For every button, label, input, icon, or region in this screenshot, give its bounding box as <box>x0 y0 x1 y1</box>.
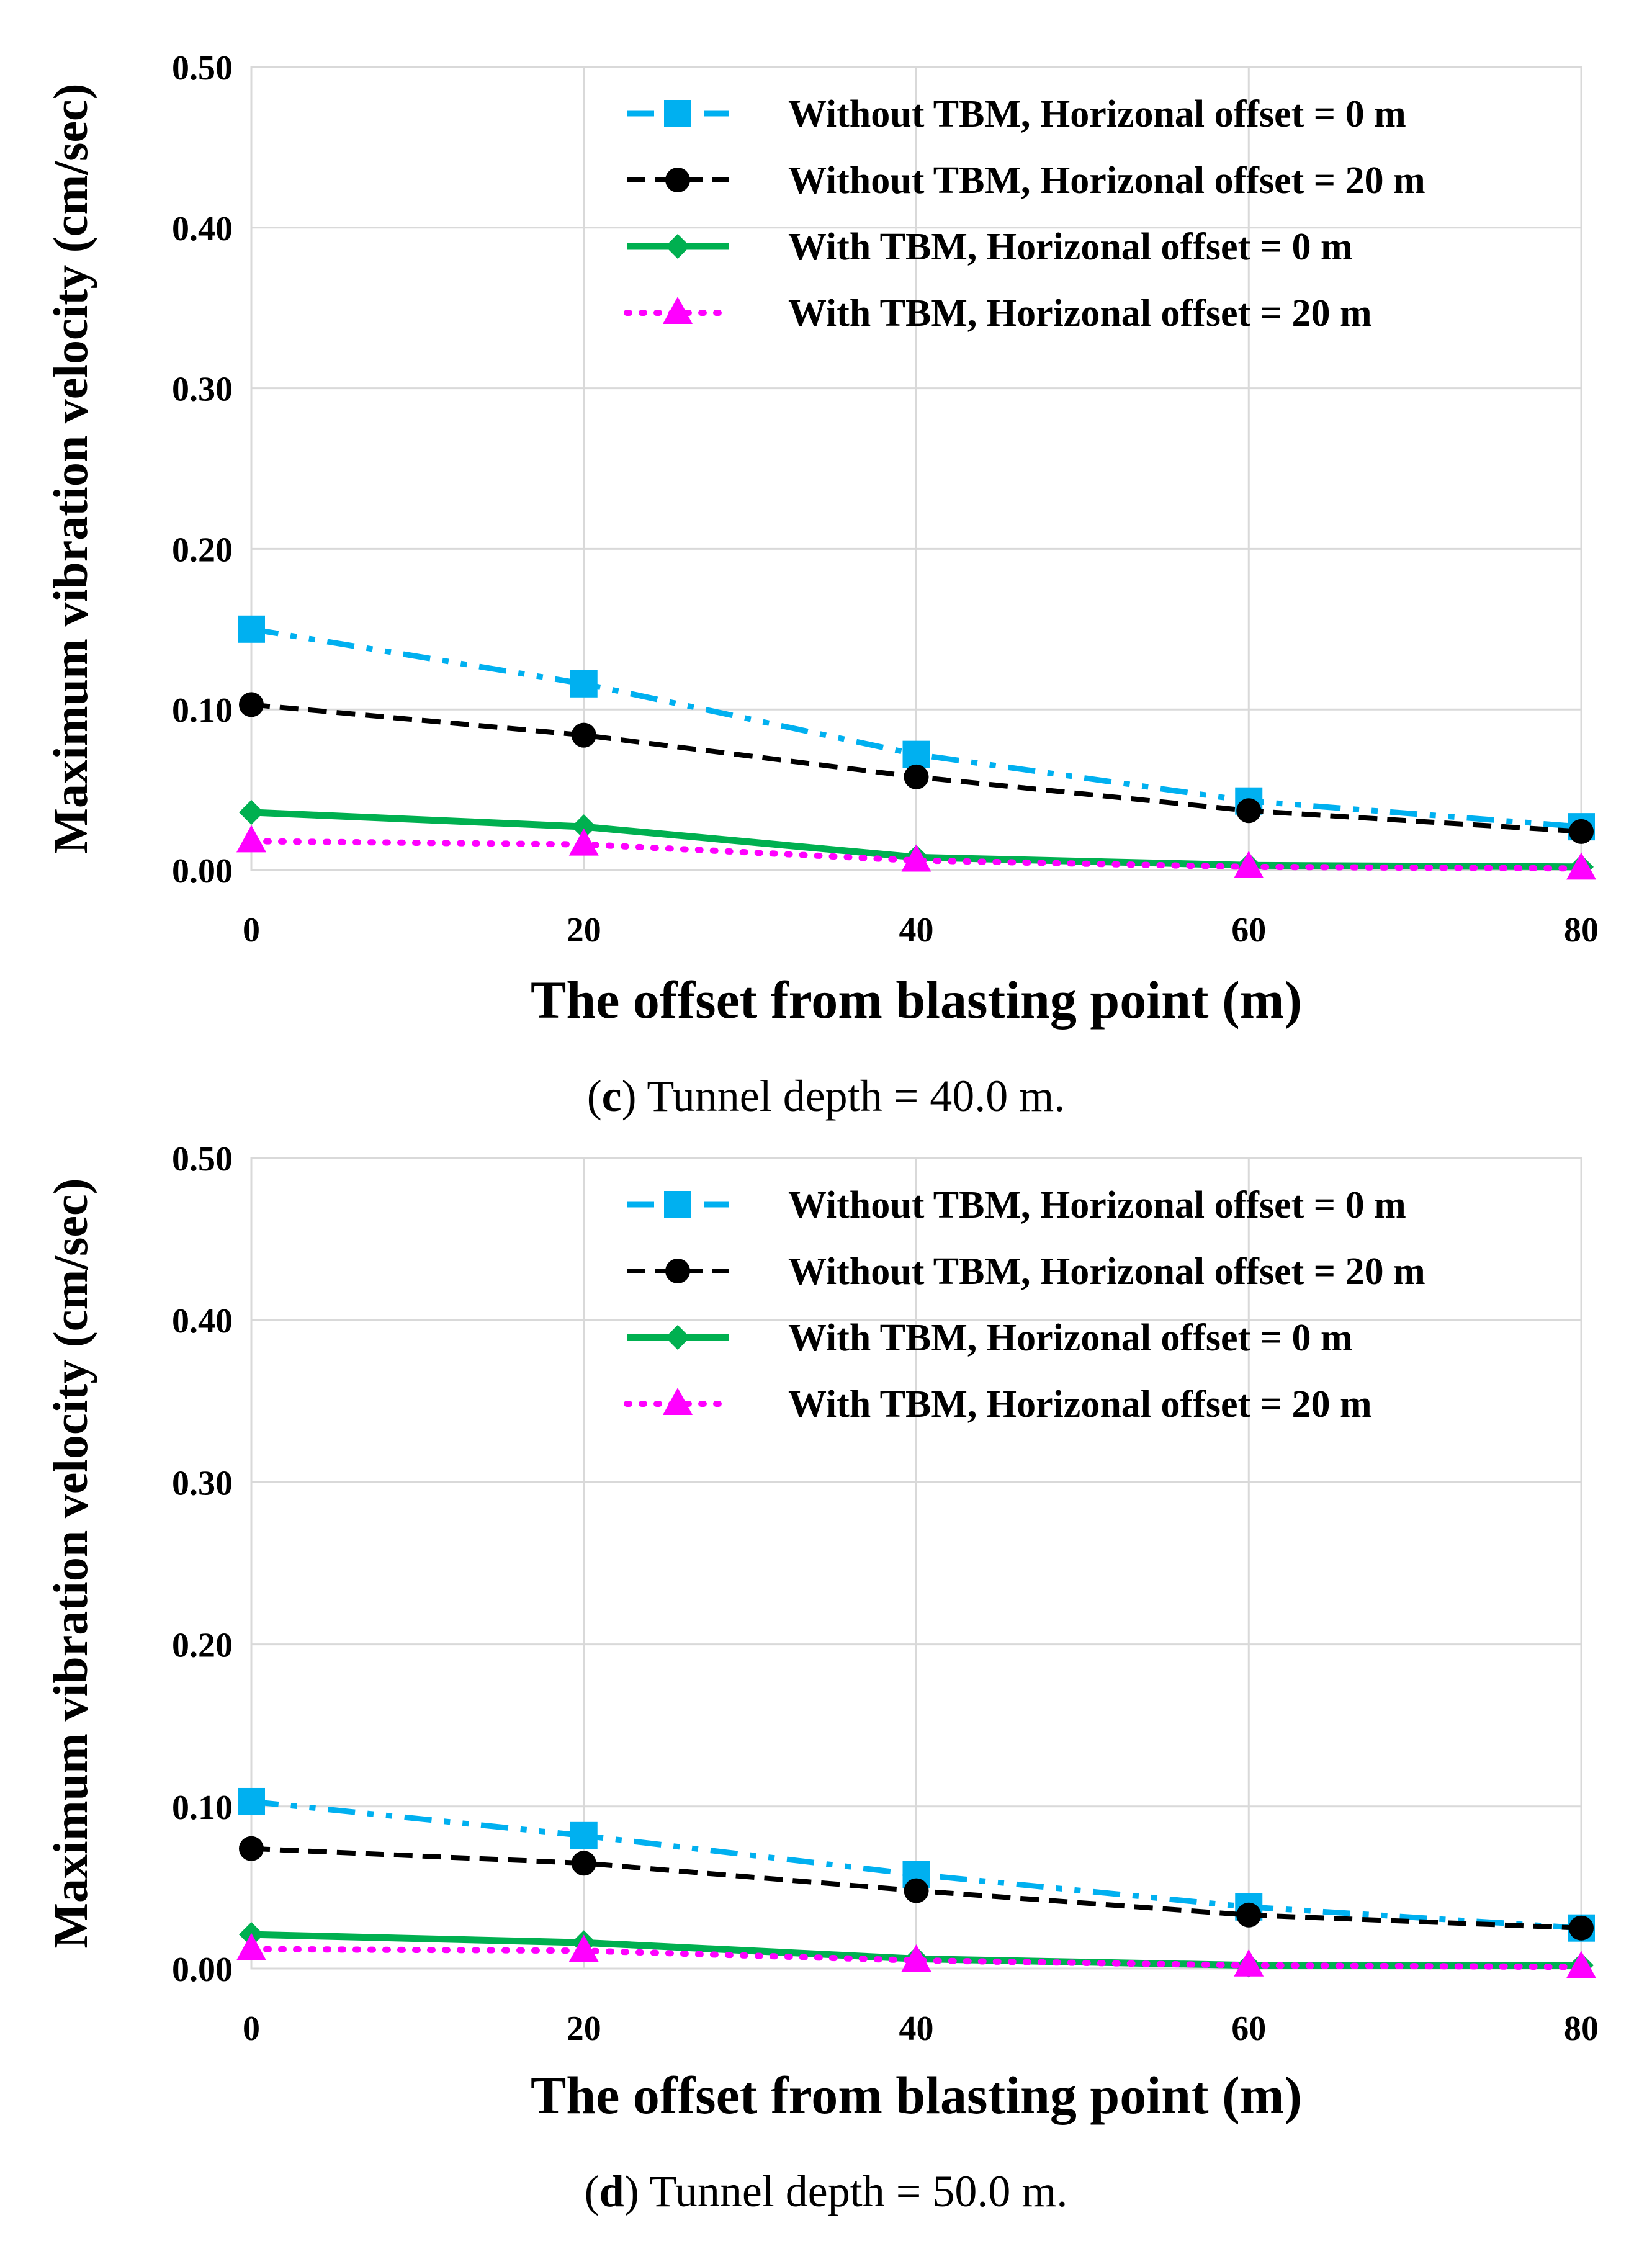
data-point <box>1566 852 1596 880</box>
series-1 <box>239 1836 1594 1941</box>
data-point <box>238 615 265 643</box>
data-point <box>239 1836 264 1861</box>
data-point <box>568 828 599 856</box>
data-point <box>570 670 598 698</box>
series-line <box>248 838 1584 872</box>
caption-text: ) Tunnel depth = 40.0 m. <box>622 1071 1066 1121</box>
legend-label: With TBM, Horizonal offset = 20 m <box>788 1383 1372 1426</box>
legend-label: Without TBM, Horizonal offset = 0 m <box>788 93 1406 135</box>
x-tick-label: 0 <box>243 2010 260 2048</box>
legend-label: With TBM, Horizonal offset = 20 m <box>788 292 1372 335</box>
legend-label: Without TBM, Horizonal offset = 20 m <box>788 159 1425 202</box>
series-3 <box>236 825 1596 880</box>
data-point <box>1236 798 1262 824</box>
legend-marker <box>665 1259 690 1283</box>
data-point <box>236 825 266 853</box>
legend-marker <box>664 1191 691 1218</box>
y-tick-label: 0.40 <box>172 1302 233 1341</box>
y-tick-label: 0.10 <box>172 691 233 730</box>
y-tick-label: 0.10 <box>172 1789 233 1827</box>
data-point <box>1236 1902 1262 1928</box>
data-point <box>1566 1951 1596 1978</box>
chart-panel-d: 0.00 0.10 0.20 0.30 0.40 0.50 0 20 40 60 80 Without… <box>43 1140 1599 2216</box>
x-axis-title: The offset from blasting point (m) <box>531 970 1302 1030</box>
caption-letter: d <box>599 2167 624 2216</box>
y-tick-label: 0.20 <box>172 1627 233 1665</box>
x-tick-label: 20 <box>567 911 601 950</box>
y-tick-label: 0.50 <box>172 1140 233 1179</box>
caption-open-paren: ( <box>585 2167 599 2216</box>
x-tick-label: 20 <box>567 2010 601 2048</box>
legend-label: With TBM, Horizonal offset = 0 m <box>788 1317 1353 1359</box>
data-point <box>571 722 596 748</box>
data-point <box>1569 819 1594 844</box>
legend-marker <box>664 100 691 127</box>
data-point <box>1234 1949 1264 1977</box>
caption-open-paren: ( <box>587 1071 602 1121</box>
series-1 <box>239 692 1594 844</box>
legend-marker <box>663 297 693 324</box>
data-point <box>904 764 929 789</box>
data-point <box>236 1933 266 1960</box>
data-point <box>571 1851 596 1876</box>
x-tick-label: 60 <box>1231 2010 1266 2048</box>
x-tick-label: 0 <box>243 911 260 950</box>
data-point <box>1569 1915 1594 1941</box>
y-tick-label: 0.00 <box>172 852 233 891</box>
y-tick-label: 0.00 <box>172 1951 233 1989</box>
legend-marker <box>665 234 690 259</box>
x-tick-label: 80 <box>1564 911 1599 950</box>
y-tick-label: 0.30 <box>172 1464 233 1502</box>
data-point <box>238 1787 265 1815</box>
x-tick-label: 80 <box>1564 2010 1599 2048</box>
y-tick-label: 0.20 <box>172 531 233 569</box>
figure-caption: (c) Tunnel depth = 40.0 m. <box>587 1071 1066 1121</box>
x-axis-title: The offset from blasting point (m) <box>531 2065 1302 2125</box>
series-3 <box>236 1933 1596 1978</box>
chart-panel-c: 0.00 0.10 0.20 0.30 0.40 0.50 0 20 40 60 80 Without… <box>43 49 1599 1121</box>
y-tick-label: 0.30 <box>172 371 233 409</box>
legend: Without TBM, Horizonal offset = 0 m Witho… <box>624 93 1425 335</box>
caption-text: ) Tunnel depth = 50.0 m. <box>624 2167 1068 2216</box>
data-point <box>1234 850 1264 878</box>
series-line <box>248 1946 1584 1970</box>
y-axis-title: Maximum vibration velocity (cm/sec) <box>43 83 97 853</box>
legend: Without TBM, Horizonal offset = 0 m Witho… <box>624 1184 1425 1426</box>
data-point <box>904 1878 929 1903</box>
x-tick-label: 40 <box>899 911 934 950</box>
data-point <box>901 1944 931 1972</box>
y-tick-label: 0.40 <box>172 210 233 248</box>
data-point <box>902 740 930 768</box>
legend-marker <box>663 1388 693 1415</box>
data-point <box>239 692 264 717</box>
data-point <box>571 814 596 840</box>
legend-label: Without TBM, Horizonal offset = 20 m <box>788 1251 1425 1293</box>
y-axis-title: Maximum vibration velocity (cm/sec) <box>43 1178 97 1948</box>
data-point <box>568 1934 599 1962</box>
data-point <box>570 1821 598 1849</box>
legend-marker <box>665 1325 690 1350</box>
legend-label: With TBM, Horizonal offset = 0 m <box>788 226 1353 268</box>
caption-letter: c <box>602 1071 622 1121</box>
x-tick-label: 40 <box>899 2010 934 2048</box>
figure-caption: (d) Tunnel depth = 50.0 m. <box>585 2167 1068 2216</box>
data-point <box>901 844 931 872</box>
data-point <box>239 799 264 825</box>
x-tick-label: 60 <box>1231 911 1266 950</box>
legend-marker <box>665 168 690 192</box>
legend-label: Without TBM, Horizonal offset = 0 m <box>788 1184 1406 1226</box>
y-tick-label: 0.50 <box>172 49 233 88</box>
